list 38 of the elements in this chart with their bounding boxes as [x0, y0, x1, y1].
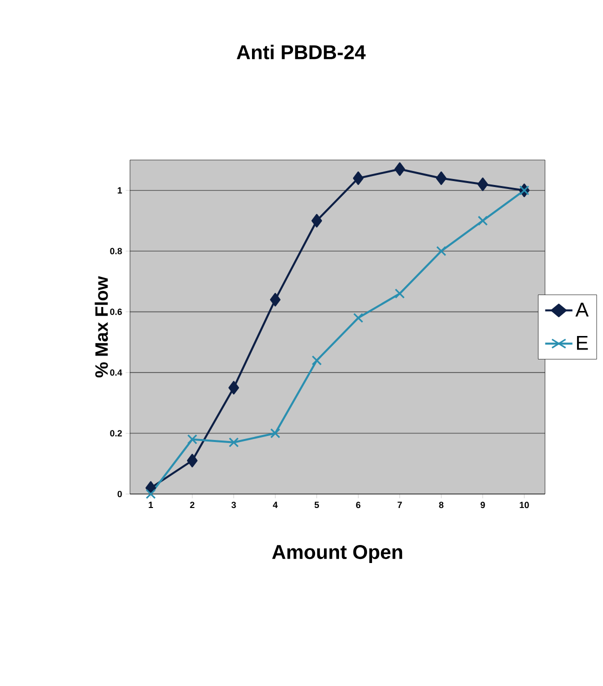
- x-axis-title: Amount Open: [272, 544, 402, 564]
- y-tick-label: 0.8: [110, 248, 122, 254]
- x-tick-label: 1: [148, 502, 153, 508]
- x-tick-label: 10: [520, 502, 529, 508]
- x-tick-label: 8: [439, 502, 444, 508]
- point: [353, 312, 364, 323]
- point: [394, 288, 405, 299]
- legend-label: A: [575, 302, 589, 317]
- point: [270, 428, 280, 438]
- y-tick-label: 0: [118, 490, 122, 498]
- point: [436, 246, 446, 256]
- x-tick-label: 3: [231, 502, 236, 508]
- point: [146, 488, 156, 500]
- point: [477, 178, 488, 192]
- x-tick-label: 6: [356, 502, 360, 508]
- point: [187, 434, 198, 444]
- y-tick-label: 0.6: [110, 308, 122, 315]
- point: [270, 292, 281, 306]
- y-tick-label: 0.4: [110, 369, 122, 376]
- y-tick-label: 0.2: [110, 430, 122, 436]
- chart-title: Anti PBDB-24: [236, 44, 366, 60]
- point: [352, 171, 364, 185]
- x-tick-label: 4: [272, 502, 278, 508]
- point: [228, 437, 239, 448]
- legend-label: E: [577, 336, 588, 350]
- y-tick-label: 1: [118, 187, 122, 194]
- point: [312, 355, 322, 366]
- point: [394, 162, 406, 176]
- point: [228, 380, 240, 395]
- x-tick-label: 2: [190, 502, 194, 508]
- x-tick-label: 5: [314, 502, 319, 508]
- point: [186, 454, 198, 468]
- x-tick-label: 9: [480, 502, 485, 508]
- y-axis-title: % Max Flow: [94, 276, 108, 378]
- x-tick-label: 7: [398, 502, 402, 508]
- point: [311, 214, 322, 228]
- point: [436, 171, 447, 185]
- point: [478, 216, 488, 226]
